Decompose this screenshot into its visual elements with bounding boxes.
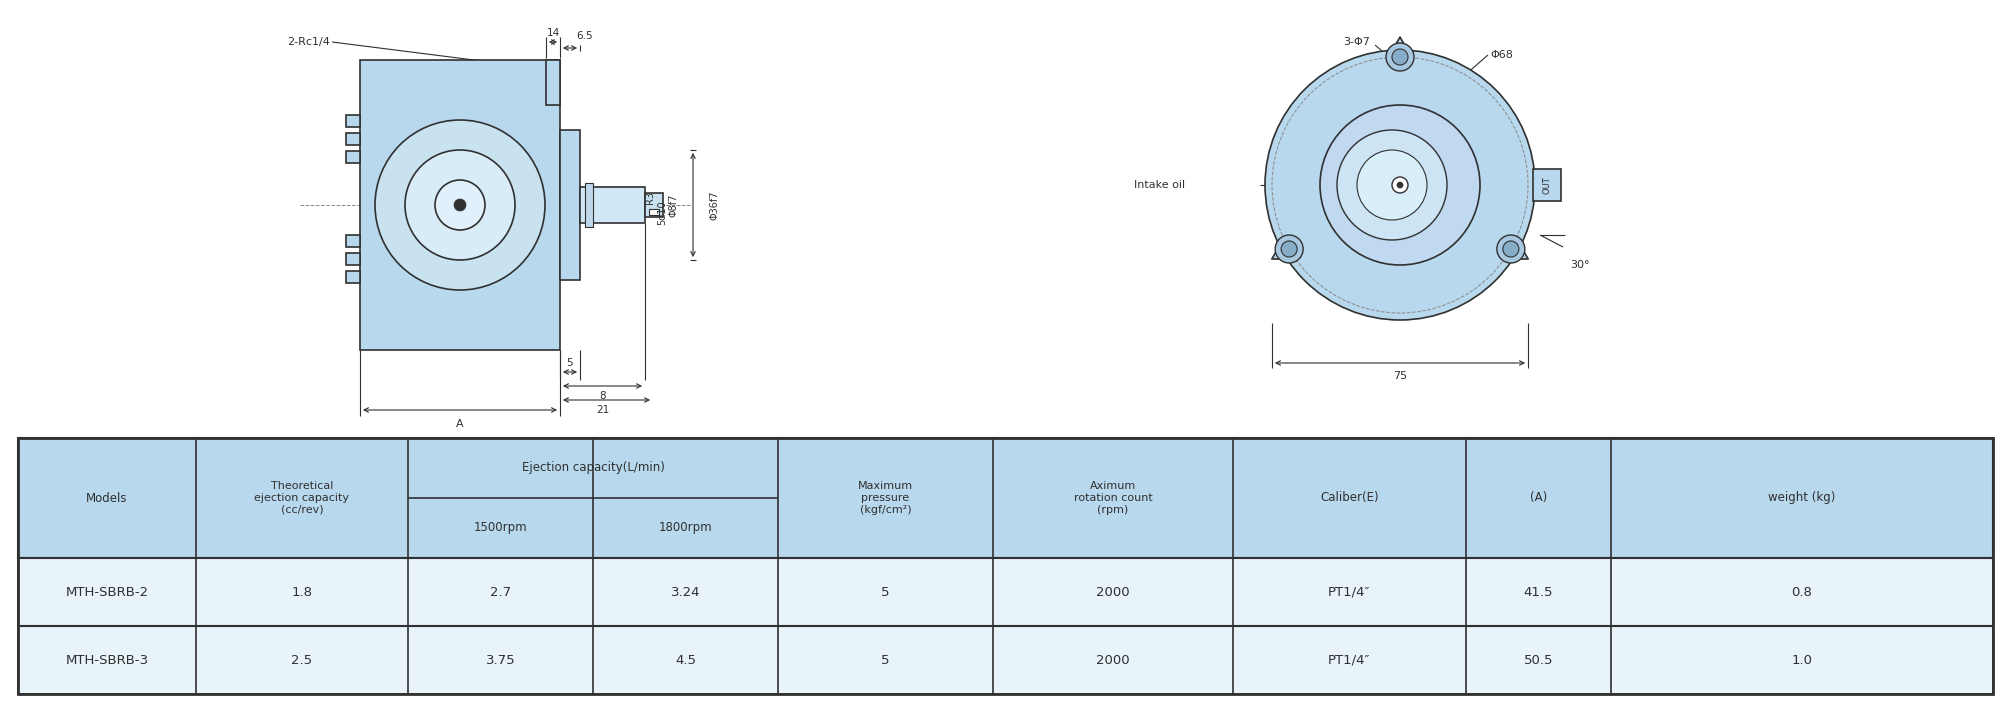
- Circle shape: [1265, 50, 1534, 320]
- Text: A: A: [456, 419, 465, 429]
- Bar: [559, 130, 579, 280]
- Text: MTH-SBRB-3: MTH-SBRB-3: [66, 653, 149, 666]
- Text: 50.5: 50.5: [1524, 653, 1552, 666]
- Text: Theoretical
ejection capacity
(cc/rev): Theoretical ejection capacity (cc/rev): [255, 481, 350, 515]
- Text: PT1/4″: PT1/4″: [1327, 653, 1372, 666]
- Circle shape: [374, 120, 545, 290]
- Text: Φ8f7: Φ8f7: [670, 193, 680, 217]
- Circle shape: [1281, 241, 1297, 257]
- Bar: [547, 60, 559, 105]
- Bar: [18, 558, 1993, 626]
- Text: 2.5: 2.5: [292, 653, 312, 666]
- Circle shape: [1275, 235, 1303, 263]
- Bar: [18, 438, 1993, 694]
- Text: 5: 5: [881, 585, 889, 599]
- Text: weight (kg): weight (kg): [1768, 492, 1836, 505]
- Text: 30°: 30°: [1571, 260, 1589, 270]
- Text: PT1/4″: PT1/4″: [1327, 585, 1372, 599]
- Bar: [346, 151, 360, 163]
- Circle shape: [1392, 177, 1408, 193]
- Text: 3.75: 3.75: [487, 653, 515, 666]
- Text: Models: Models: [86, 492, 129, 505]
- Text: 3-Φ7: 3-Φ7: [1343, 37, 1369, 47]
- Text: 1800rpm: 1800rpm: [660, 521, 712, 534]
- Circle shape: [1319, 105, 1480, 265]
- Text: 75: 75: [1394, 371, 1408, 381]
- Bar: [360, 60, 559, 350]
- Text: 4.5: 4.5: [676, 653, 696, 666]
- Bar: [18, 626, 1993, 694]
- Circle shape: [404, 150, 515, 260]
- Bar: [346, 253, 360, 265]
- Text: 3.24: 3.24: [672, 585, 700, 599]
- Bar: [346, 271, 360, 283]
- Bar: [346, 115, 360, 127]
- Text: 5: 5: [567, 358, 573, 368]
- Text: Φ36f7: Φ36f7: [710, 190, 720, 220]
- Text: Caliber(E): Caliber(E): [1319, 492, 1380, 505]
- Bar: [585, 183, 593, 227]
- Polygon shape: [1271, 37, 1528, 259]
- Text: Φ68: Φ68: [1490, 50, 1512, 60]
- Text: 8: 8: [599, 391, 605, 401]
- Bar: [346, 235, 360, 247]
- Circle shape: [1337, 130, 1448, 240]
- Text: 2000: 2000: [1096, 585, 1130, 599]
- Text: 0.8: 0.8: [1792, 585, 1812, 599]
- Bar: [579, 187, 646, 223]
- Circle shape: [1496, 235, 1524, 263]
- Text: 21: 21: [595, 405, 609, 415]
- Text: Maximum
pressure
(kgf/cm²): Maximum pressure (kgf/cm²): [859, 481, 913, 515]
- Bar: [1532, 169, 1561, 201]
- Text: MTH-SBRB-2: MTH-SBRB-2: [66, 585, 149, 599]
- Bar: [650, 209, 660, 215]
- Text: 6.5: 6.5: [577, 31, 593, 41]
- Text: 1.0: 1.0: [1792, 653, 1812, 666]
- Text: (A): (A): [1530, 492, 1546, 505]
- Bar: [18, 438, 1993, 558]
- Circle shape: [1386, 43, 1414, 71]
- Text: 1500rpm: 1500rpm: [475, 521, 527, 534]
- Text: 1.8: 1.8: [292, 585, 312, 599]
- Text: 5: 5: [881, 653, 889, 666]
- Text: 2-Rc1/4: 2-Rc1/4: [288, 37, 330, 47]
- Text: 14: 14: [547, 28, 559, 38]
- Circle shape: [1392, 49, 1408, 65]
- Text: R3: R3: [646, 190, 656, 203]
- Text: OUT: OUT: [1542, 176, 1552, 194]
- Circle shape: [1398, 182, 1404, 188]
- Circle shape: [434, 180, 485, 230]
- Text: Intake oil: Intake oil: [1134, 180, 1184, 190]
- Circle shape: [1502, 241, 1518, 257]
- Text: Ejection capacity(L/min): Ejection capacity(L/min): [521, 462, 664, 475]
- Text: 2000: 2000: [1096, 653, 1130, 666]
- Text: Aximum
rotation count
(rpm): Aximum rotation count (rpm): [1074, 481, 1152, 515]
- Text: 2.7: 2.7: [491, 585, 511, 599]
- Bar: [346, 133, 360, 145]
- Circle shape: [1357, 150, 1428, 220]
- Circle shape: [454, 199, 467, 211]
- Bar: [646, 193, 664, 217]
- Text: 5d10: 5d10: [658, 201, 668, 225]
- Text: 41.5: 41.5: [1524, 585, 1552, 599]
